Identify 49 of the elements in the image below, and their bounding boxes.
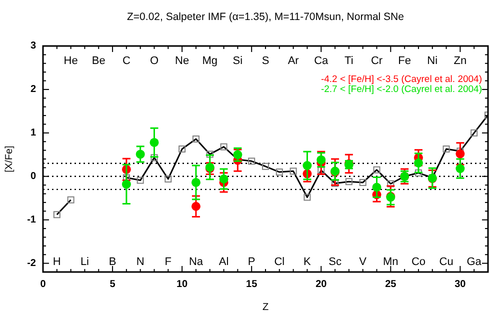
- y-tick-label: -2: [27, 258, 36, 269]
- annotation: Ca: [314, 54, 330, 67]
- annotation: S: [262, 54, 270, 67]
- x-axis-title: Z: [262, 302, 269, 313]
- annotation: Cr: [370, 54, 383, 67]
- annotation: N: [136, 256, 144, 268]
- annotation: Mg: [202, 54, 218, 67]
- x-tick-label: 25: [385, 279, 397, 290]
- annotation: Li: [80, 256, 89, 268]
- text: -4.2 < [Fe/H] <-3.5 (Cayrel et al. 2004): [320, 74, 482, 85]
- x-tick-label: 5: [110, 279, 116, 290]
- annotation: Be: [92, 54, 106, 67]
- annotation: Fe: [398, 54, 411, 67]
- x-tick-label: 20: [316, 279, 328, 290]
- y-tick-label: 3: [30, 40, 36, 52]
- annotation: P: [248, 256, 256, 268]
- annotation: Co: [411, 256, 426, 268]
- annotation: Ar: [288, 54, 300, 67]
- y-tick-label: 0: [30, 171, 36, 182]
- annotation: F: [164, 256, 172, 268]
- annotation: He: [64, 54, 78, 67]
- annotation: Ni: [427, 54, 438, 67]
- annotation: Ti: [344, 54, 354, 67]
- annotation: Ne: [175, 54, 190, 67]
- annotation: B: [108, 256, 116, 268]
- annotation: Cl: [274, 256, 285, 268]
- chart-title: Z=0.02, Salpeter IMF (α=1.35), M=11-70Msun, Normal SNe: [127, 11, 404, 23]
- annotation: Mn: [383, 256, 398, 268]
- text: -2.7 < [Fe/H] <-2.0 (Cayrel et al. 2004): [320, 84, 482, 95]
- annotation: Cu: [439, 256, 454, 268]
- annotation: Si: [232, 54, 243, 67]
- annotation: O: [150, 54, 159, 67]
- x-tick-label: 30: [454, 279, 466, 290]
- annotation: Na: [188, 256, 204, 268]
- annotation: C: [122, 54, 130, 67]
- y-tick-label: 2: [30, 84, 36, 96]
- annotation: K: [304, 256, 312, 268]
- y-axis-title: [X/Fe]: [4, 145, 15, 172]
- annotation: Zn: [454, 54, 467, 67]
- annotation: Ga: [466, 256, 482, 268]
- x-tick-label: 15: [246, 279, 258, 290]
- y-tick-label: -1: [27, 214, 36, 226]
- annotation: Sc: [328, 256, 342, 268]
- y-tick-label: 1: [30, 128, 36, 139]
- x-tick-label: 10: [176, 279, 188, 290]
- x-tick-label: 0: [40, 279, 46, 290]
- annotation: V: [359, 256, 368, 268]
- annotation: H: [52, 256, 61, 268]
- annotation: Al: [218, 256, 229, 268]
